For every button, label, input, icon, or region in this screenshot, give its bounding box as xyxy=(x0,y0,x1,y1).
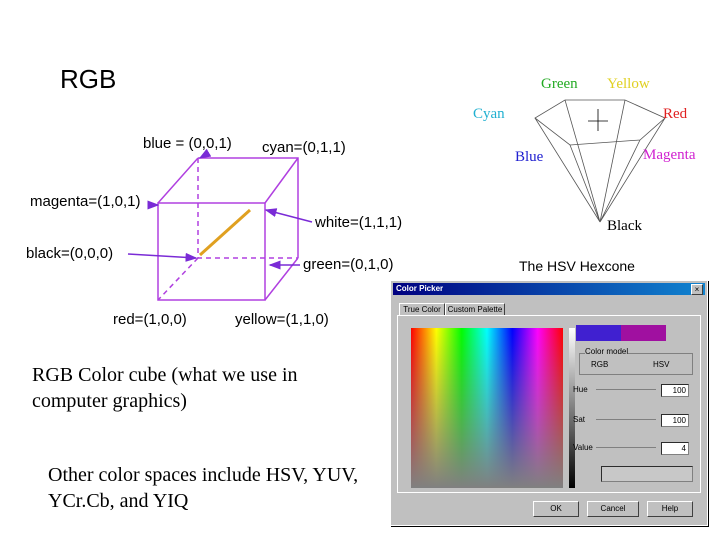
old-color xyxy=(621,325,666,341)
rgb-cube xyxy=(157,157,299,301)
hex-label: Magenta xyxy=(643,147,696,163)
new-color xyxy=(576,325,621,341)
window-title: Color Picker xyxy=(393,283,705,295)
cube-label: red=(1,0,0) xyxy=(113,311,187,328)
cube-label: green=(0,1,0) xyxy=(303,256,394,273)
cube-label: cyan=(0,1,1) xyxy=(262,139,346,156)
radio-label[interactable]: RGB xyxy=(591,360,609,369)
radio-label[interactable]: HSV xyxy=(653,360,670,369)
slide-title: RGB xyxy=(60,64,117,94)
hex-label: Yellow xyxy=(607,76,650,92)
close-button[interactable]: × xyxy=(691,284,703,295)
cube-label: yellow=(1,1,0) xyxy=(235,311,329,328)
other-spaces-caption: Other color spaces include HSV, YUV, YCr… xyxy=(48,464,359,512)
help-button[interactable]: Help xyxy=(647,501,693,517)
value-bar[interactable] xyxy=(569,328,575,488)
cube-arrows xyxy=(127,148,313,270)
cancel-button[interactable]: Cancel xyxy=(587,501,639,517)
hex-label: Green xyxy=(541,76,578,92)
field-value[interactable]: 100 xyxy=(661,414,689,427)
tab-panel xyxy=(397,315,701,493)
field-value[interactable]: 100 xyxy=(661,384,689,397)
hex-label: Blue xyxy=(515,149,544,165)
gray-diagonal xyxy=(198,208,252,257)
hex-label: Red xyxy=(663,106,688,122)
color-field[interactable] xyxy=(411,328,563,488)
hex-field[interactable] xyxy=(601,466,693,482)
cube-label: black=(0,0,0) xyxy=(26,245,114,262)
color-picker-window: Color Picker × True Color Custom Palette… xyxy=(390,280,708,526)
field-label: Hue xyxy=(573,385,588,394)
cube-caption: RGB Color cube (what we use in computer … xyxy=(32,364,298,412)
field-label: Value xyxy=(573,443,593,452)
ok-button[interactable]: OK xyxy=(533,501,579,517)
cube-label: magenta=(1,0,1) xyxy=(30,193,141,210)
model-group xyxy=(579,353,693,375)
field-label: Sat xyxy=(573,415,586,424)
cube-label: blue = (0,0,1) xyxy=(143,135,232,152)
group-label: Color model xyxy=(585,347,629,356)
hex-label: Black xyxy=(607,218,642,234)
hex-label: Cyan xyxy=(473,106,505,122)
hexcone-caption: The HSV Hexcone xyxy=(519,258,635,274)
cube-label: white=(1,1,1) xyxy=(315,214,403,231)
hsv-hexcone xyxy=(534,99,666,223)
field-value[interactable]: 4 xyxy=(661,442,689,455)
